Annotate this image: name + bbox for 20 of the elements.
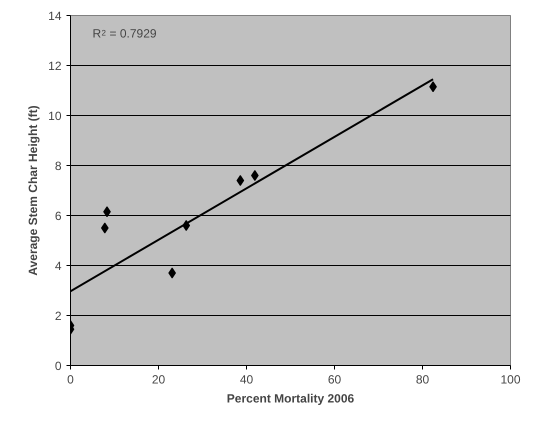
y-tick-label: 4 (54, 259, 62, 273)
x-tick-label: 0 (67, 372, 74, 386)
point (236, 175, 244, 186)
point (251, 170, 259, 181)
x-tick-label: 80 (416, 372, 430, 386)
y-tick-label: 2 (54, 309, 62, 323)
y-tick-label: 6 (54, 209, 62, 223)
x-axis-title: Percent Mortality 2006 (226, 392, 355, 406)
x-tick-label: 100 (500, 372, 521, 386)
y-tick-label: 12 (48, 59, 62, 73)
point (168, 268, 176, 278)
x-tick-label: 40 (240, 372, 254, 386)
point (100, 222, 109, 234)
y-tick-label: 8 (54, 159, 62, 173)
x-tick-label: 60 (328, 372, 342, 386)
y-axis-title: Average Stem Char Height (ft) (26, 105, 40, 276)
y-tick-label: 14 (48, 9, 62, 23)
y-tick-label: 0 (54, 359, 62, 373)
y-tick-label: 10 (48, 109, 62, 123)
x-tick-label: 20 (152, 372, 166, 386)
